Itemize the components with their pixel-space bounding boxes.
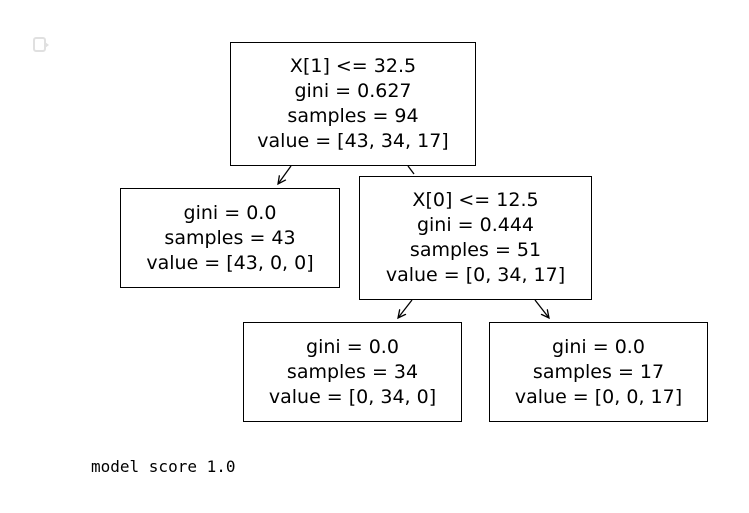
tree-leaf-right-right: gini = 0.0 samples = 17 value = [0, 0, 1… xyxy=(489,322,708,422)
node-value: value = [0, 0, 17] xyxy=(514,385,683,408)
node-samples: samples = 94 xyxy=(287,105,419,127)
decision-tree-diagram: X[1] <= 32.5 gini = 0.627 samples = 94 v… xyxy=(0,42,749,440)
node-gini: gini = 0.0 xyxy=(183,201,277,224)
edge-root-to-left-leaf xyxy=(278,165,292,184)
node-samples: samples = 34 xyxy=(286,360,419,383)
tree-leaf-right-left: gini = 0.0 samples = 34 value = [0, 34, … xyxy=(243,322,462,422)
edge-right-node-to-left-leaf xyxy=(398,299,413,318)
output-indicator-icon xyxy=(33,37,49,52)
node-samples: samples = 51 xyxy=(409,239,542,261)
edge-right-node-to-right-leaf xyxy=(534,299,549,318)
model-score-output: model score 1.0 xyxy=(91,457,236,476)
tree-node-root: X[1] <= 32.5 gini = 0.627 samples = 94 v… xyxy=(230,42,476,166)
node-gini: gini = 0.444 xyxy=(416,214,535,236)
node-split-condition: X[1] <= 32.5 xyxy=(289,55,417,77)
tree-node-right: X[0] <= 12.5 gini = 0.444 samples = 51 v… xyxy=(359,176,592,300)
edge-root-to-right-node xyxy=(407,165,415,175)
node-samples: samples = 17 xyxy=(532,360,665,383)
node-value: value = [0, 34, 0] xyxy=(268,385,437,408)
node-samples: samples = 43 xyxy=(164,226,296,249)
node-value: value = [43, 0, 0] xyxy=(146,251,314,274)
node-gini: gini = 0.0 xyxy=(306,335,399,358)
node-gini: gini = 0.627 xyxy=(294,80,412,102)
node-value: value = [43, 34, 17] xyxy=(257,130,449,152)
tree-leaf-left: gini = 0.0 samples = 43 value = [43, 0, … xyxy=(120,188,340,288)
node-gini: gini = 0.0 xyxy=(552,335,645,358)
node-value: value = [0, 34, 17] xyxy=(385,264,566,286)
node-split-condition: X[0] <= 12.5 xyxy=(412,189,539,211)
tree-edges xyxy=(0,165,749,440)
